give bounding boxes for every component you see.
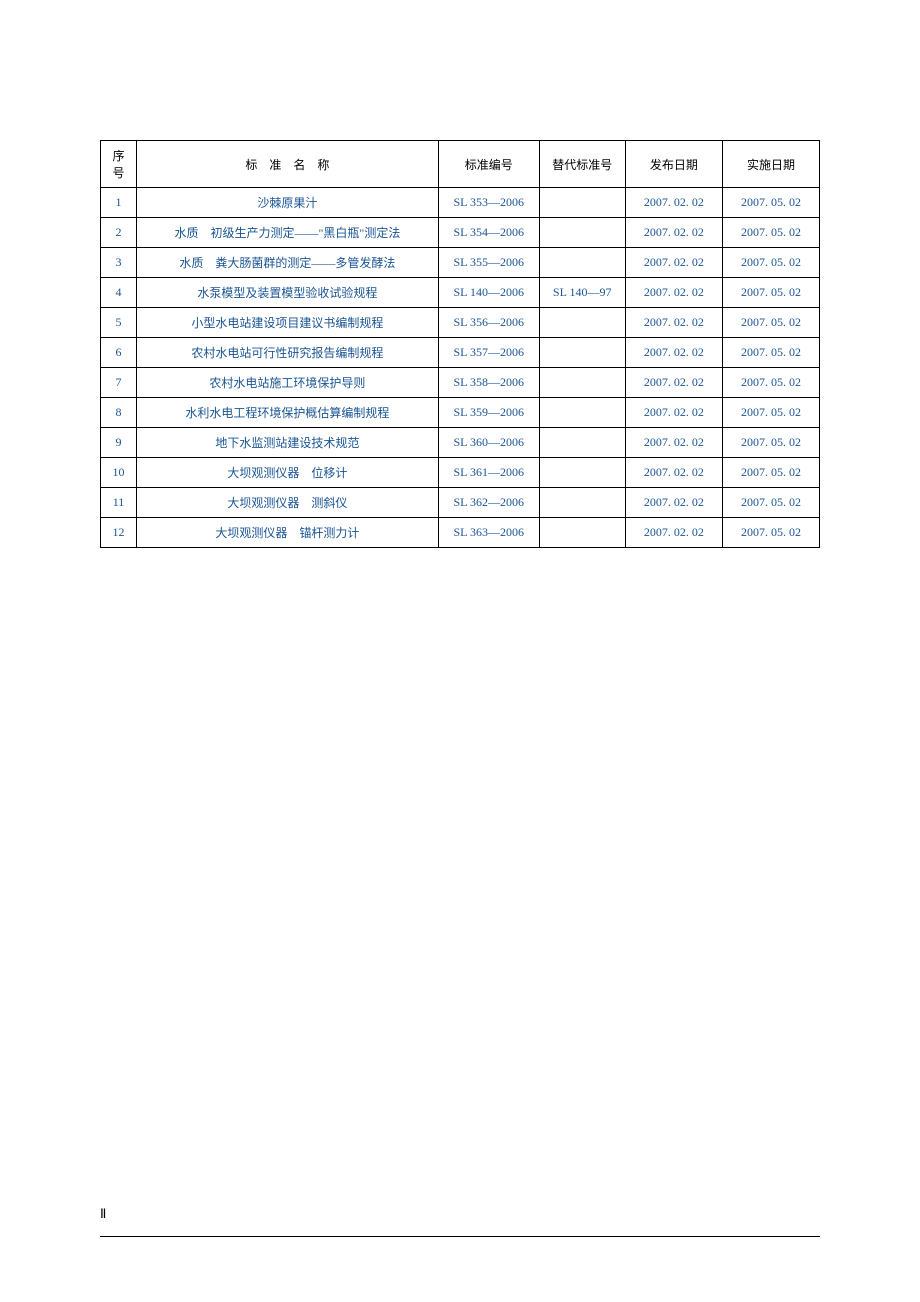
cell-std: SL 361—2006 (438, 458, 539, 488)
cell-rep (539, 308, 625, 338)
header-seq: 序号 (101, 141, 137, 188)
cell-pub: 2007. 02. 02 (625, 278, 722, 308)
cell-rep (539, 398, 625, 428)
cell-rep (539, 218, 625, 248)
cell-pub: 2007. 02. 02 (625, 398, 722, 428)
page-number: Ⅱ (100, 1206, 106, 1222)
cell-imp: 2007. 05. 02 (722, 368, 819, 398)
cell-name: 水泵模型及装置模型验收试验规程 (136, 278, 438, 308)
cell-pub: 2007. 02. 02 (625, 428, 722, 458)
cell-std: SL 359—2006 (438, 398, 539, 428)
cell-name: 地下水监测站建设技术规范 (136, 428, 438, 458)
table-row: 11 大坝观测仪器 测斜仪 SL 362—2006 2007. 02. 02 2… (101, 488, 820, 518)
footer-line (100, 1236, 820, 1237)
cell-std: SL 140—2006 (438, 278, 539, 308)
cell-seq: 11 (101, 488, 137, 518)
cell-seq: 8 (101, 398, 137, 428)
table-row: 6 农村水电站可行性研究报告编制规程 SL 357—2006 2007. 02.… (101, 338, 820, 368)
table-row: 7 农村水电站施工环境保护导则 SL 358—2006 2007. 02. 02… (101, 368, 820, 398)
cell-name: 水质 初级生产力测定——"黑白瓶"测定法 (136, 218, 438, 248)
cell-imp: 2007. 05. 02 (722, 428, 819, 458)
cell-rep (539, 188, 625, 218)
cell-seq: 12 (101, 518, 137, 548)
cell-name: 水利水电工程环境保护概估算编制规程 (136, 398, 438, 428)
header-name: 标 准 名 称 (136, 141, 438, 188)
table-row: 1 沙棘原果汁 SL 353—2006 2007. 02. 02 2007. 0… (101, 188, 820, 218)
cell-seq: 2 (101, 218, 137, 248)
cell-rep (539, 428, 625, 458)
header-rep: 替代标准号 (539, 141, 625, 188)
table-row: 3 水质 粪大肠菌群的测定——多管发酵法 SL 355—2006 2007. 0… (101, 248, 820, 278)
header-imp: 实施日期 (722, 141, 819, 188)
cell-seq: 7 (101, 368, 137, 398)
cell-imp: 2007. 05. 02 (722, 278, 819, 308)
table-header-row: 序号 标 准 名 称 标准编号 替代标准号 发布日期 实施日期 (101, 141, 820, 188)
cell-pub: 2007. 02. 02 (625, 458, 722, 488)
cell-name: 大坝观测仪器 锚杆测力计 (136, 518, 438, 548)
cell-name: 农村水电站施工环境保护导则 (136, 368, 438, 398)
cell-std: SL 358—2006 (438, 368, 539, 398)
cell-seq: 6 (101, 338, 137, 368)
cell-pub: 2007. 02. 02 (625, 248, 722, 278)
cell-imp: 2007. 05. 02 (722, 308, 819, 338)
cell-std: SL 360—2006 (438, 428, 539, 458)
table-row: 2 水质 初级生产力测定——"黑白瓶"测定法 SL 354—2006 2007.… (101, 218, 820, 248)
table-body: 1 沙棘原果汁 SL 353—2006 2007. 02. 02 2007. 0… (101, 188, 820, 548)
cell-std: SL 357—2006 (438, 338, 539, 368)
cell-rep (539, 368, 625, 398)
cell-imp: 2007. 05. 02 (722, 338, 819, 368)
cell-rep (539, 488, 625, 518)
cell-name: 小型水电站建设项目建议书编制规程 (136, 308, 438, 338)
cell-std: SL 356—2006 (438, 308, 539, 338)
cell-std: SL 354—2006 (438, 218, 539, 248)
cell-seq: 9 (101, 428, 137, 458)
cell-std: SL 355—2006 (438, 248, 539, 278)
cell-pub: 2007. 02. 02 (625, 488, 722, 518)
cell-seq: 3 (101, 248, 137, 278)
table-row: 9 地下水监测站建设技术规范 SL 360—2006 2007. 02. 02 … (101, 428, 820, 458)
cell-pub: 2007. 02. 02 (625, 368, 722, 398)
cell-imp: 2007. 05. 02 (722, 488, 819, 518)
cell-name: 农村水电站可行性研究报告编制规程 (136, 338, 438, 368)
standards-table: 序号 标 准 名 称 标准编号 替代标准号 发布日期 实施日期 1 沙棘原果汁 … (100, 140, 820, 548)
cell-imp: 2007. 05. 02 (722, 518, 819, 548)
cell-name: 水质 粪大肠菌群的测定——多管发酵法 (136, 248, 438, 278)
cell-std: SL 363—2006 (438, 518, 539, 548)
header-std: 标准编号 (438, 141, 539, 188)
cell-pub: 2007. 02. 02 (625, 308, 722, 338)
table-row: 10 大坝观测仪器 位移计 SL 361—2006 2007. 02. 02 2… (101, 458, 820, 488)
table-row: 12 大坝观测仪器 锚杆测力计 SL 363—2006 2007. 02. 02… (101, 518, 820, 548)
cell-seq: 5 (101, 308, 137, 338)
cell-seq: 1 (101, 188, 137, 218)
table-row: 5 小型水电站建设项目建议书编制规程 SL 356—2006 2007. 02.… (101, 308, 820, 338)
header-pub: 发布日期 (625, 141, 722, 188)
cell-imp: 2007. 05. 02 (722, 398, 819, 428)
cell-rep (539, 458, 625, 488)
table-row: 8 水利水电工程环境保护概估算编制规程 SL 359—2006 2007. 02… (101, 398, 820, 428)
cell-rep (539, 518, 625, 548)
cell-imp: 2007. 05. 02 (722, 218, 819, 248)
cell-imp: 2007. 05. 02 (722, 458, 819, 488)
cell-pub: 2007. 02. 02 (625, 218, 722, 248)
cell-name: 大坝观测仪器 位移计 (136, 458, 438, 488)
cell-seq: 4 (101, 278, 137, 308)
cell-rep (539, 248, 625, 278)
cell-name: 大坝观测仪器 测斜仪 (136, 488, 438, 518)
table-row: 4 水泵模型及装置模型验收试验规程 SL 140—2006 SL 140—97 … (101, 278, 820, 308)
cell-std: SL 362—2006 (438, 488, 539, 518)
cell-pub: 2007. 02. 02 (625, 518, 722, 548)
cell-imp: 2007. 05. 02 (722, 188, 819, 218)
cell-pub: 2007. 02. 02 (625, 188, 722, 218)
cell-pub: 2007. 02. 02 (625, 338, 722, 368)
cell-std: SL 353—2006 (438, 188, 539, 218)
cell-imp: 2007. 05. 02 (722, 248, 819, 278)
cell-seq: 10 (101, 458, 137, 488)
cell-rep: SL 140—97 (539, 278, 625, 308)
cell-name: 沙棘原果汁 (136, 188, 438, 218)
cell-rep (539, 338, 625, 368)
